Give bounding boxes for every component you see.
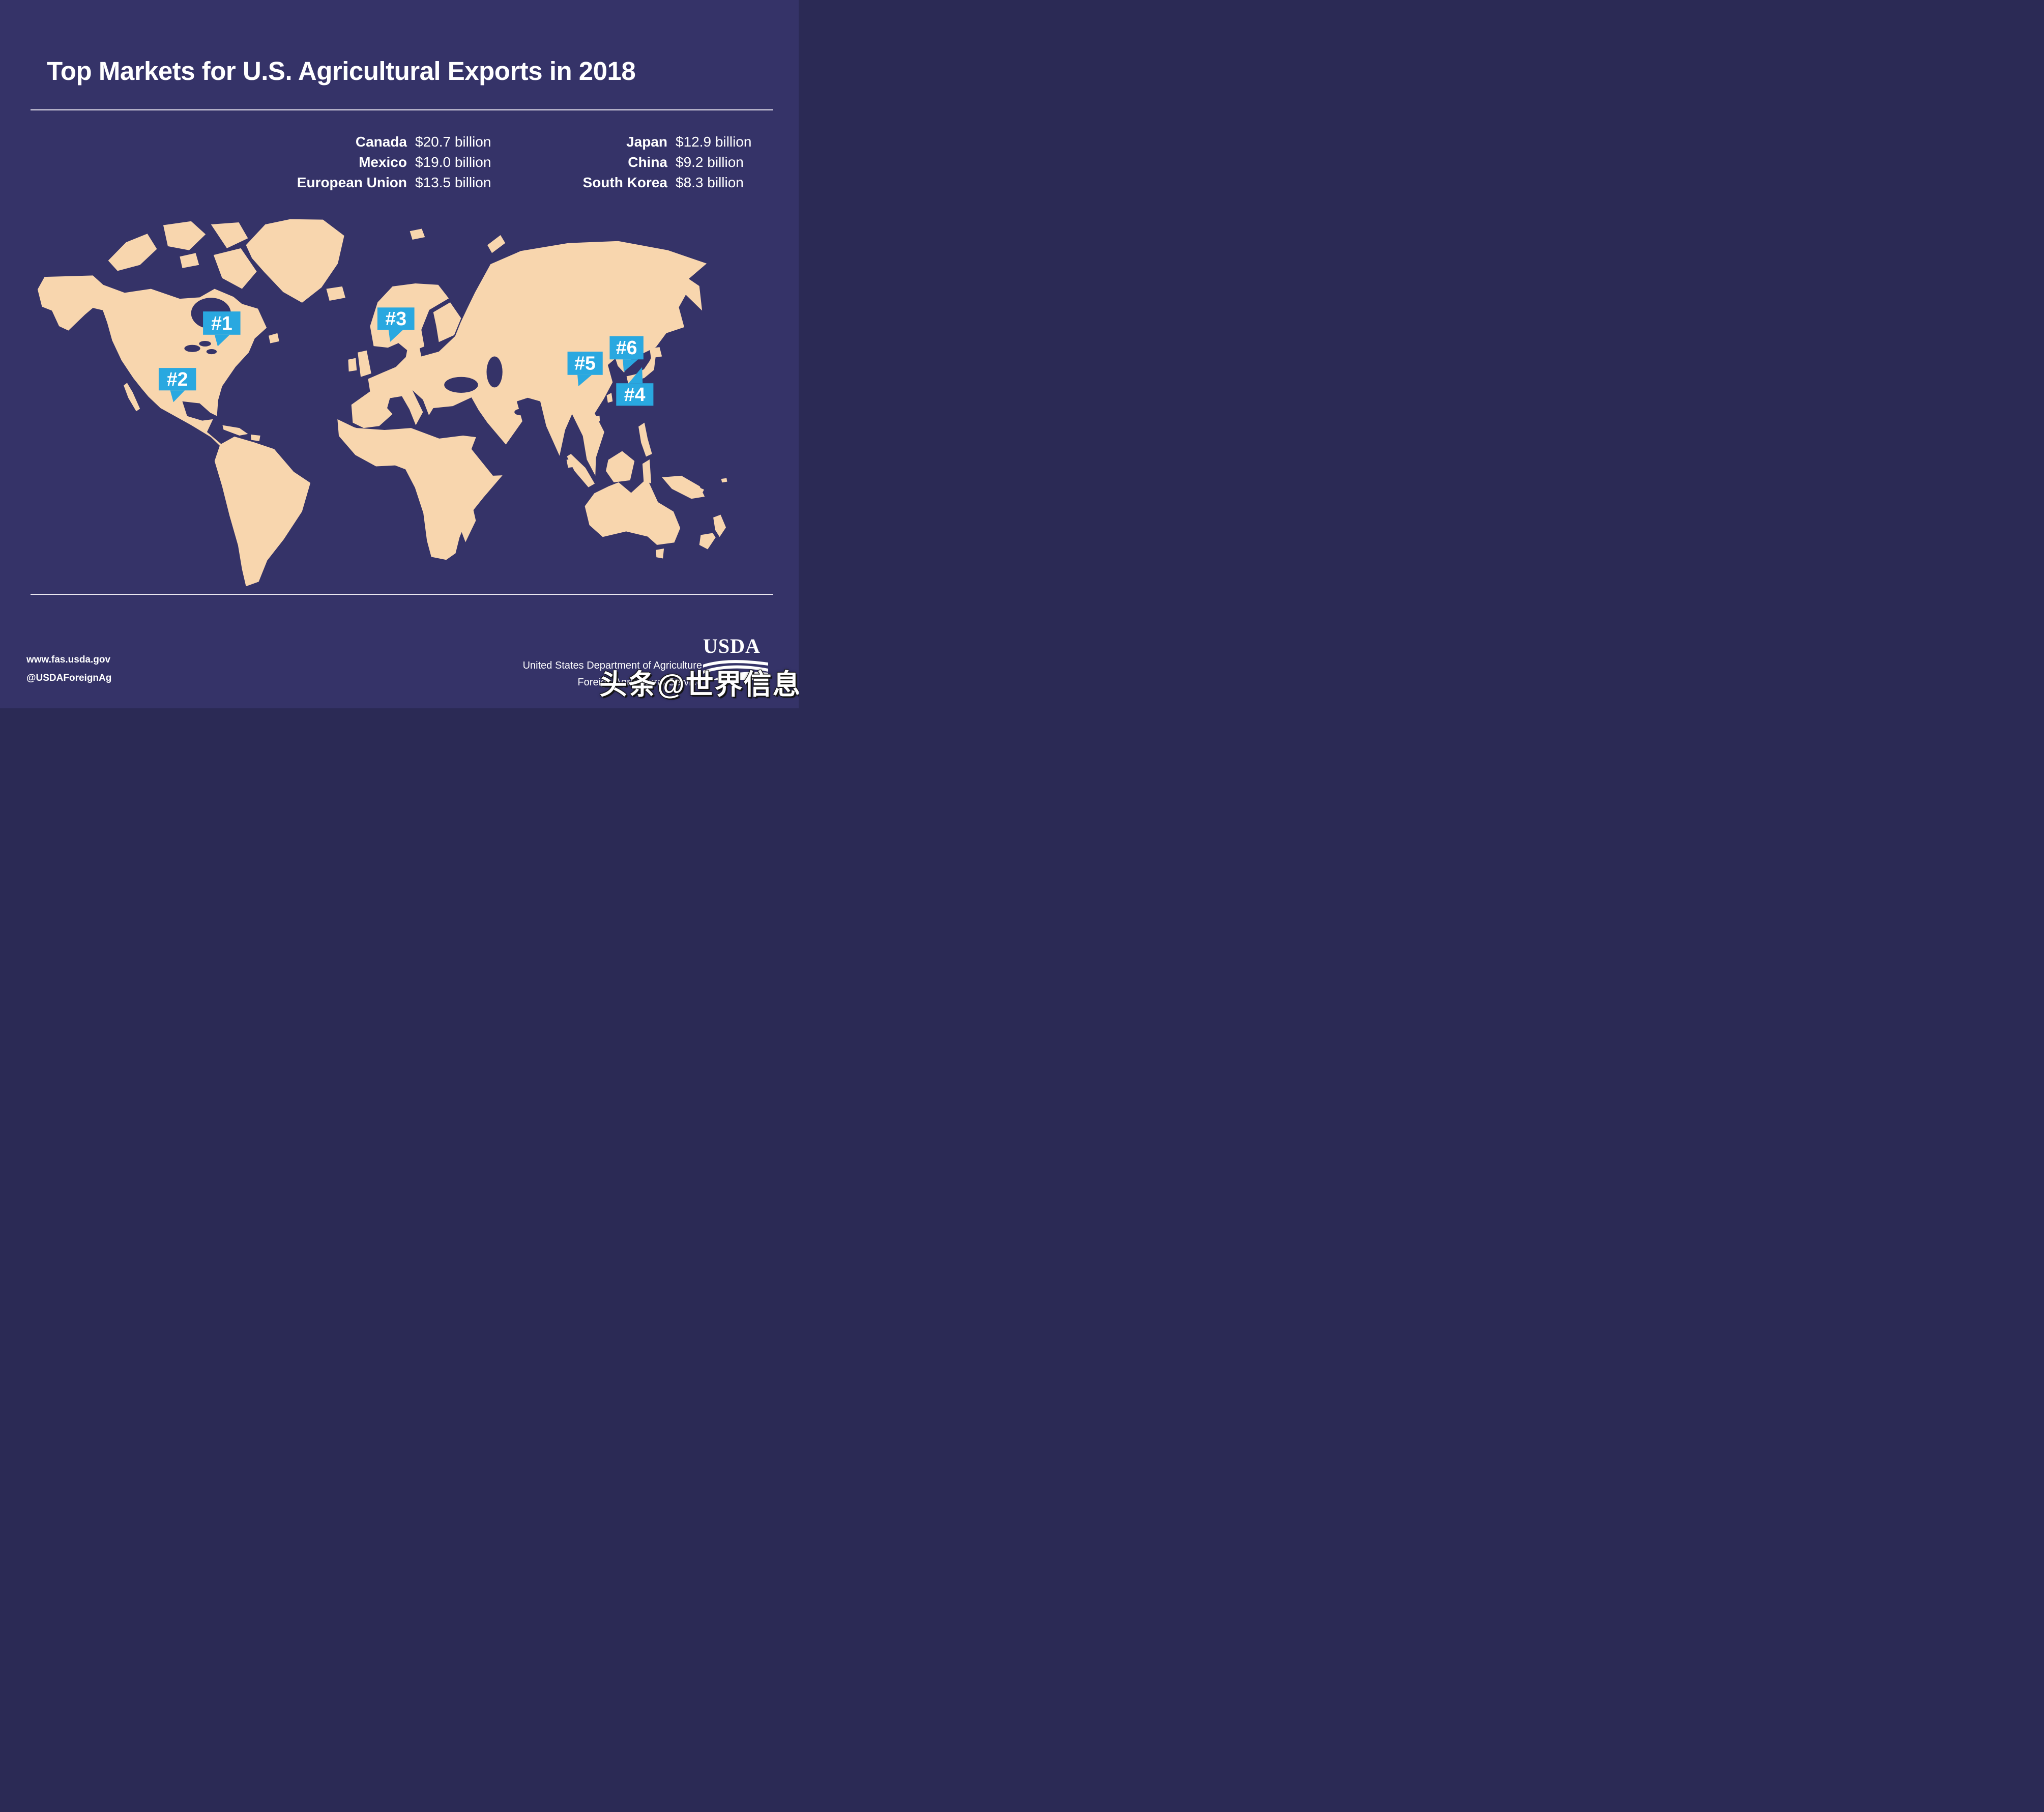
- black-sea: [444, 377, 478, 393]
- market-row: European Union $13.5 billion: [254, 175, 491, 195]
- pin-rank-label: #6: [616, 337, 637, 358]
- landmass-australia: [585, 478, 681, 559]
- usda-wordmark: USDA: [703, 635, 761, 657]
- market-country: European Union: [297, 175, 407, 190]
- social-handle: @USDAForeignAg: [26, 673, 112, 683]
- persian-gulf: [514, 409, 527, 416]
- landmass-iceland: [326, 286, 345, 301]
- market-country: Canada: [355, 134, 407, 150]
- market-row: South Korea $8.3 billion: [529, 175, 751, 195]
- market-value: $13.5 billion: [415, 175, 491, 190]
- market-row: China $9.2 billion: [529, 154, 751, 175]
- caspian-sea: [486, 356, 503, 388]
- market-row: Mexico $19.0 billion: [254, 154, 491, 175]
- footer-agency: United States Department of Agriculture …: [523, 657, 702, 691]
- market-list-americas-europe: Canada $20.7 billion Mexico $19.0 billio…: [254, 134, 491, 195]
- inland-water: [184, 298, 527, 416]
- market-value: $20.7 billion: [415, 134, 491, 150]
- market-list-asia: Japan $12.9 billion China $9.2 billion S…: [529, 134, 752, 195]
- rank-pins: #1 #2 #3 #4: [158, 307, 654, 406]
- watermark-overlay: 头条@世界信息社: [599, 669, 799, 700]
- pin-rank-label: #5: [574, 353, 596, 374]
- landmass-pacific-islands: [694, 478, 727, 493]
- map-pin-6-south-korea: #6: [609, 336, 644, 372]
- footer-contact: www.fas.usda.gov @USDAForeignAg: [26, 654, 111, 684]
- map-pin-5-china: #5: [567, 352, 603, 387]
- usda-logo: USDA: [703, 636, 769, 680]
- infographic-canvas: Top Markets for U.S. Agricultural Export…: [0, 0, 799, 708]
- market-country: South Korea: [582, 175, 667, 190]
- usda-swoosh-icon: [703, 660, 768, 680]
- agency-service: Foreign Agricultural Service: [577, 677, 702, 688]
- market-value: $8.3 billion: [676, 175, 744, 190]
- pin-rank-label: #4: [624, 384, 646, 405]
- great-lakes: [199, 340, 211, 347]
- agency-name: United States Department of Agriculture: [522, 660, 702, 671]
- map-pin-2-mexico: #2: [158, 368, 196, 402]
- market-country: China: [628, 154, 667, 170]
- landmass-arctic-islands-eurasia: [410, 228, 506, 253]
- landmass-baja-california: [124, 383, 140, 412]
- landmass-south-america: [214, 436, 311, 587]
- market-value: $9.2 billion: [676, 154, 744, 170]
- pin-rank-label: #2: [167, 368, 188, 390]
- market-country: Japan: [626, 134, 667, 150]
- landmass-caribbean-islands: [222, 425, 260, 441]
- world-map: #1 #2 #3 #4: [36, 219, 775, 587]
- top-divider: [31, 109, 773, 110]
- page-title: Top Markets for U.S. Agricultural Export…: [47, 56, 636, 85]
- landmass-japan: [626, 347, 662, 384]
- market-value: $12.9 billion: [676, 134, 752, 150]
- map-pin-1-canada: #1: [203, 311, 241, 347]
- website-url: www.fas.usda.gov: [26, 654, 111, 665]
- market-row: Japan $12.9 billion: [529, 134, 751, 154]
- world-map-svg: #1 #2 #3 #4: [37, 219, 727, 587]
- pin-rank-label: #3: [385, 308, 406, 329]
- landmass-indonesia: [567, 451, 705, 503]
- bottom-divider: [31, 594, 773, 595]
- landmass-greenland: [246, 219, 344, 303]
- landmass-africa: [337, 419, 503, 560]
- landmass-british-isles: [348, 350, 371, 377]
- great-lakes: [184, 344, 200, 352]
- landmass-eurasia: [351, 241, 707, 476]
- landmass-philippines: [638, 422, 652, 457]
- landmass-new-zealand: [699, 514, 726, 550]
- map-pin-3-european-union: #3: [377, 307, 415, 342]
- pin-rank-label: #1: [211, 312, 232, 334]
- great-lakes: [206, 349, 217, 355]
- market-value: $19.0 billion: [415, 154, 491, 170]
- landmass-madagascar: [459, 499, 476, 542]
- market-country: Mexico: [359, 154, 407, 170]
- market-row: Canada $20.7 billion: [254, 134, 491, 154]
- map-pin-4-japan: #4: [616, 367, 654, 406]
- landmass-arctic-archipelago: [108, 221, 257, 289]
